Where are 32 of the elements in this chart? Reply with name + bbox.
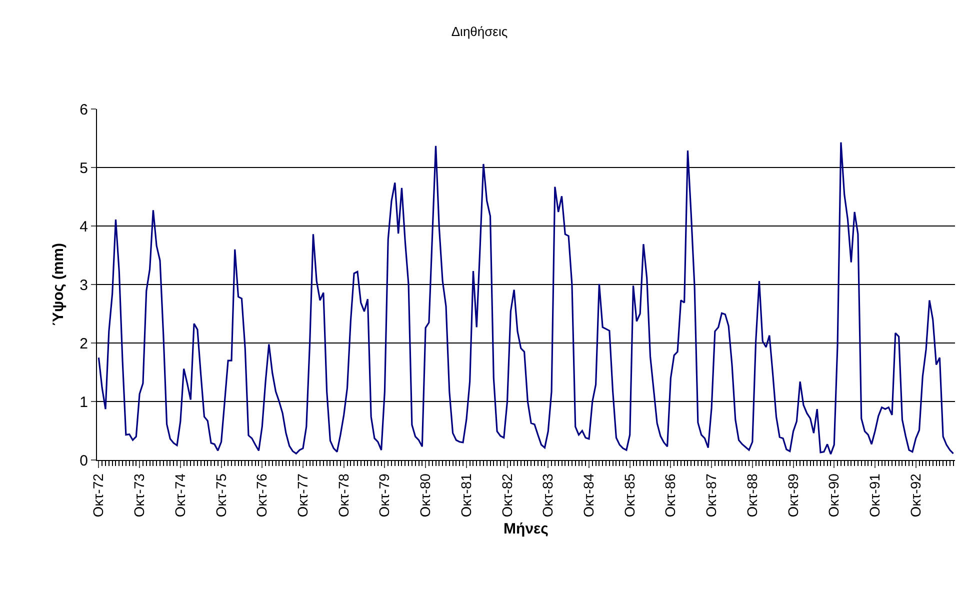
y-tick-label: 0 [80,452,88,470]
x-tick-label: Οκτ-92 [907,473,924,518]
x-tick-label: Οκτ-90 [826,473,842,518]
x-tick-label: Οκτ-79 [376,473,392,518]
y-tick-label: 5 [80,160,88,177]
x-tick-label: Οκτ-87 [703,473,720,518]
y-tick-label: 3 [80,276,88,294]
x-tick-label: Οκτ-73 [131,473,148,518]
x-tick-label: Οκτ-75 [212,473,229,518]
x-tick-label: Οκτ-91 [866,473,883,518]
line-series [98,142,954,455]
x-tick-label: Οκτ-76 [254,473,270,518]
x-tick-label: Οκτ-86 [662,473,678,518]
x-tick-label: Οκτ-83 [540,473,556,518]
x-axis-title: Μήνες [504,520,549,538]
x-tick-label: Οκτ-88 [744,473,760,518]
x-tick-label: Οκτ-84 [580,473,597,518]
x-tick-label: Οκτ-78 [335,473,352,518]
chart-title: Διηθήσεις [451,24,508,39]
y-tick-label: 1 [80,394,88,411]
x-tick-label: Οκτ-85 [621,473,638,518]
y-tick-label: 2 [80,335,88,352]
y-axis-title: Ύψος (mm) [50,242,67,326]
x-tick-label: Οκτ-89 [784,473,801,518]
x-tick-label: Οκτ-82 [498,473,515,518]
x-tick-label: Οκτ-74 [172,473,188,518]
x-tick-label: Οκτ-72 [90,473,106,518]
x-tick-label: Οκτ-77 [294,473,311,518]
x-tick-label: Οκτ-81 [458,473,474,518]
y-tick-label: 4 [80,218,88,236]
x-tick-label: Οκτ-80 [417,473,434,518]
y-tick-label: 6 [80,101,88,118]
